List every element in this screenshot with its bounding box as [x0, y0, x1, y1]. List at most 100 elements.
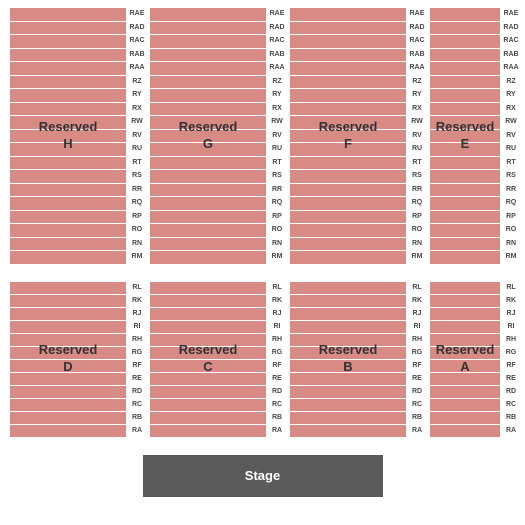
- section-label: ReservedE: [436, 119, 495, 153]
- row-label: RAA: [406, 62, 428, 75]
- seat-row: [10, 184, 126, 197]
- row-label: RS: [500, 170, 522, 183]
- section[interactable]: ReservedF: [290, 8, 406, 264]
- row-label: RU: [500, 143, 522, 156]
- row-label: RG: [500, 347, 522, 359]
- seat-row: [430, 282, 500, 294]
- row-labels: RLRKRJRIRHRGRFRERDRCRBRA: [266, 282, 288, 437]
- seat-row: [150, 224, 266, 237]
- row-label: RI: [500, 321, 522, 333]
- row-label: RA: [500, 425, 522, 437]
- seat-row: [10, 425, 126, 437]
- row-label: RW: [406, 116, 428, 129]
- section[interactable]: ReservedC: [150, 282, 266, 437]
- row-label: RW: [500, 116, 522, 129]
- row-label: RK: [500, 295, 522, 307]
- section[interactable]: ReservedB: [290, 282, 406, 437]
- row-label: RA: [406, 425, 428, 437]
- seat-row: [290, 224, 406, 237]
- row-label: RO: [126, 224, 148, 237]
- seat-row: [290, 282, 406, 294]
- row-label: RO: [406, 224, 428, 237]
- seat-row: [10, 399, 126, 411]
- section-col: ReservedCRLRKRJRIRHRGRFRERDRCRBRA: [150, 282, 288, 437]
- row-label: RP: [126, 211, 148, 224]
- row-label: RAD: [500, 22, 522, 35]
- seat-row: [290, 238, 406, 251]
- row-label: RO: [500, 224, 522, 237]
- seat-row: [10, 251, 126, 264]
- row-label: RAC: [500, 35, 522, 48]
- row-label: RM: [500, 251, 522, 264]
- seat-row: [150, 170, 266, 183]
- section[interactable]: ReservedH: [10, 8, 126, 264]
- seat-row: [430, 224, 500, 237]
- section-label: ReservedH: [39, 119, 98, 153]
- row-label: RV: [500, 130, 522, 143]
- row-label: RJ: [406, 308, 428, 320]
- row-label: RG: [266, 347, 288, 359]
- seat-row: [10, 238, 126, 251]
- row-label: RF: [406, 360, 428, 372]
- section-col: ReservedDRLRKRJRIRHRGRFRERDRCRBRA: [10, 282, 148, 437]
- row-label: RI: [266, 321, 288, 333]
- row-label: RR: [126, 184, 148, 197]
- seat-row: [150, 197, 266, 210]
- row-label: RT: [126, 157, 148, 170]
- section[interactable]: ReservedG: [150, 8, 266, 264]
- section-label: ReservedD: [39, 342, 98, 376]
- seat-row: [290, 184, 406, 197]
- row-label: RY: [500, 89, 522, 102]
- seat-row: [290, 412, 406, 424]
- row-label: RAE: [126, 8, 148, 21]
- seat-row: [430, 22, 500, 35]
- seat-row: [10, 295, 126, 307]
- seat-row: [10, 211, 126, 224]
- row-labels: RAERADRACRABRAARZRYRXRWRVRURTRSRRRQRPROR…: [126, 8, 148, 264]
- row-label: RQ: [406, 197, 428, 210]
- row-label: RAD: [406, 22, 428, 35]
- section-col: ReservedBRLRKRJRIRHRGRFRERDRCRBRA: [290, 282, 428, 437]
- row-label: RN: [126, 238, 148, 251]
- seat-row: [430, 238, 500, 251]
- row-label: RI: [406, 321, 428, 333]
- row-label: RV: [266, 130, 288, 143]
- row-label: RE: [500, 373, 522, 385]
- seat-row: [150, 412, 266, 424]
- row-label: RF: [126, 360, 148, 372]
- seat-row: [150, 103, 266, 116]
- row-label: RI: [126, 321, 148, 333]
- seat-row: [150, 308, 266, 320]
- row-label: RE: [406, 373, 428, 385]
- row-labels: RAERADRACRABRAARZRYRXRWRVRURTRSRRRQRPROR…: [500, 8, 522, 264]
- row-label: RK: [266, 295, 288, 307]
- seat-row: [430, 103, 500, 116]
- seat-row: [10, 412, 126, 424]
- section-label: ReservedG: [179, 119, 238, 153]
- row-label: RH: [500, 334, 522, 346]
- row-labels: RAERADRACRABRAARZRYRXRWRVRURTRSRRRQRPROR…: [406, 8, 428, 264]
- section[interactable]: ReservedD: [10, 282, 126, 437]
- seat-row: [150, 238, 266, 251]
- row-label: RB: [500, 412, 522, 424]
- section[interactable]: ReservedA: [430, 282, 500, 437]
- row-label: RAD: [126, 22, 148, 35]
- section-label: ReservedB: [319, 342, 378, 376]
- seating-chart: ReservedH RAERADRACRABRAARZRYRXRWRVRURTRS…: [0, 0, 525, 525]
- section-col: ReservedFRAERADRACRABRAARZRYRXRWRVRURTRS…: [290, 8, 428, 264]
- seat-row: [290, 386, 406, 398]
- seat-row: [290, 295, 406, 307]
- seat-row: [150, 251, 266, 264]
- row-label: RC: [406, 399, 428, 411]
- seat-row: [290, 157, 406, 170]
- row-label: RAE: [266, 8, 288, 21]
- row-label: RN: [406, 238, 428, 251]
- row-label: RAA: [126, 62, 148, 75]
- seat-row: [290, 49, 406, 62]
- seat-row: [290, 251, 406, 264]
- seat-row: [150, 282, 266, 294]
- seat-row: [430, 386, 500, 398]
- seat-row: [430, 295, 500, 307]
- row-label: RP: [266, 211, 288, 224]
- section[interactable]: ReservedE: [430, 8, 500, 264]
